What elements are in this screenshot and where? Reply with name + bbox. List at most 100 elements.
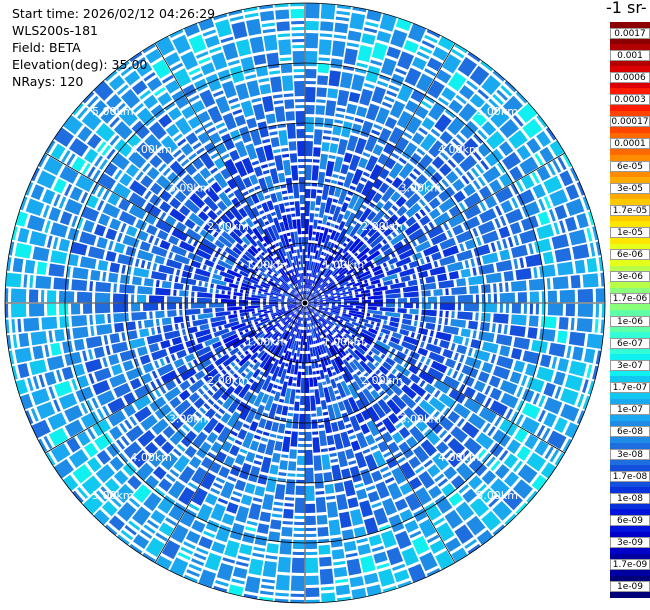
ray-gate — [111, 341, 129, 354]
ray-gate — [148, 121, 167, 140]
ray-gate — [339, 254, 352, 267]
ray-gate — [237, 360, 251, 375]
ray-gate — [92, 419, 111, 437]
ray-gate — [375, 481, 390, 499]
ray-gate — [429, 266, 446, 276]
ray-gate — [195, 248, 212, 260]
ray-gate — [372, 314, 388, 321]
ray-gate — [302, 305, 305, 315]
ray-gate — [568, 229, 587, 246]
ray-gate — [317, 526, 329, 537]
ray-gate — [235, 357, 241, 364]
ray-gate — [339, 339, 348, 348]
ray-gate — [399, 328, 410, 337]
ray-gate — [348, 460, 357, 466]
ray-gate — [203, 224, 214, 234]
ray-gate — [189, 193, 205, 209]
ray-gate — [372, 178, 384, 190]
ray-gate — [425, 322, 436, 331]
ray-gate — [192, 172, 209, 189]
ray-gate — [334, 224, 339, 229]
ray-gate — [289, 314, 297, 323]
ray-gate — [210, 315, 226, 323]
ray-gate — [220, 36, 234, 44]
ray-gate — [500, 200, 513, 214]
ray-gate — [357, 543, 371, 556]
ray-gate — [479, 322, 490, 332]
ray-gate — [127, 133, 142, 148]
ray-gate — [458, 202, 466, 211]
ray-gate — [192, 417, 209, 434]
ray-gate — [237, 555, 250, 562]
ray-gate — [406, 116, 423, 135]
ray-gate — [244, 233, 258, 248]
ray-gate — [522, 350, 540, 365]
ray-gate — [339, 318, 344, 322]
ray-gate — [455, 501, 475, 521]
ray-gate — [271, 421, 280, 433]
ray-gate — [439, 151, 449, 161]
ray-gate — [188, 212, 205, 227]
ray-gate — [305, 515, 316, 525]
ray-gate — [402, 313, 413, 320]
ray-gate — [439, 310, 443, 317]
ray-gate — [325, 495, 336, 500]
ray-gate — [313, 263, 320, 278]
ray-gate — [66, 437, 81, 453]
ray-gate — [383, 320, 388, 325]
ray-gate — [256, 333, 266, 341]
ray-gate — [72, 102, 84, 116]
ray-gate — [286, 264, 290, 269]
ray-gate — [142, 552, 156, 563]
ray-gate — [325, 160, 335, 177]
ray-gate — [221, 80, 237, 99]
ray-gate — [14, 242, 32, 259]
ray-gate — [414, 212, 422, 220]
ray-gate — [378, 390, 386, 397]
ray-gate — [531, 171, 540, 184]
ray-gate — [97, 200, 105, 211]
ray-gate — [114, 169, 123, 180]
ray-gate — [235, 39, 252, 57]
ray-gate — [189, 376, 196, 384]
ray-gate — [299, 267, 302, 271]
ray-gate — [240, 372, 247, 378]
ray-gate — [454, 43, 468, 54]
ray-gate — [598, 257, 604, 272]
ray-gate — [356, 260, 366, 269]
ray-gate — [453, 352, 459, 361]
ray-gate — [291, 27, 305, 31]
ray-gate — [370, 389, 381, 400]
ray-gate — [341, 412, 350, 423]
ray-gate — [109, 456, 124, 472]
ray-gate — [145, 537, 165, 558]
ray-gate — [305, 365, 309, 375]
ray-gate — [43, 156, 63, 176]
ray-gate — [113, 303, 129, 313]
ray-gate — [238, 126, 252, 144]
ray-gate — [334, 327, 343, 336]
ray-gate — [233, 174, 247, 192]
ray-gate — [162, 425, 176, 439]
ray-gate — [232, 566, 248, 579]
ray-gate — [324, 483, 335, 494]
ray-gate — [169, 208, 186, 223]
ray-gate — [380, 57, 397, 76]
ray-gate — [365, 485, 376, 492]
ray-gate — [427, 464, 441, 478]
ray-gate — [331, 321, 341, 328]
ray-gate — [191, 297, 195, 303]
ray-gate — [385, 303, 395, 308]
ray-gate — [460, 268, 471, 278]
ray-gate — [233, 227, 243, 238]
ray-gate — [589, 242, 596, 257]
ray-gate — [194, 268, 211, 278]
ray-gate — [327, 88, 339, 99]
range-ring-label: 4.00km — [438, 451, 480, 464]
ray-gate — [403, 303, 413, 309]
ray-gate — [213, 172, 228, 189]
ray-gate — [439, 237, 457, 250]
ray-gate — [305, 21, 319, 31]
ray-gate — [208, 266, 213, 273]
